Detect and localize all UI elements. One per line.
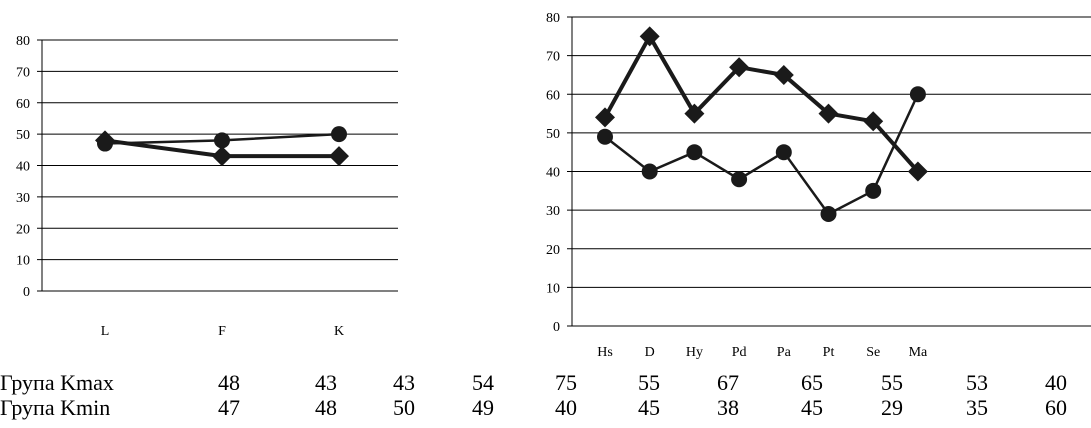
- x-category-label: Se: [866, 345, 880, 360]
- x-category-label: L: [101, 324, 110, 339]
- data-point-kmax: [595, 107, 615, 128]
- x-category-label: Hs: [597, 345, 613, 360]
- data-point-kmax: [729, 57, 750, 78]
- data-table: Група Kmax Група Kmin 48 43 43 54 75 55 67 65 55…: [0, 370, 1067, 420]
- y-tick-label: 70: [546, 50, 560, 65]
- table-cell: 35: [966, 395, 988, 420]
- y-tick-label: 50: [16, 128, 30, 143]
- table-cell: 54: [472, 370, 494, 395]
- data-point-kmax: [329, 146, 349, 167]
- x-category-label: Ma: [909, 345, 928, 360]
- data-point-kmin: [641, 163, 658, 180]
- table-cell: 55: [638, 370, 660, 395]
- series-line-kmin: [604, 93, 920, 216]
- y-tick-label: 80: [16, 34, 30, 49]
- data-point-kmin: [909, 86, 926, 103]
- table-cell: 48: [218, 370, 240, 395]
- table-cell: 60: [1045, 395, 1067, 420]
- table-row-label: Група Kmin: [0, 395, 110, 420]
- data-point-kmin: [775, 144, 792, 161]
- data-point-kmax: [773, 64, 794, 85]
- table-cell: 29: [881, 395, 903, 420]
- y-tick-label: 60: [16, 97, 30, 112]
- x-category-label: Pd: [732, 345, 747, 360]
- y-tick-label: 0: [553, 320, 560, 335]
- y-tick-label: 0: [23, 285, 30, 300]
- table-cell: 48: [315, 395, 337, 420]
- y-tick-label: 80: [546, 11, 560, 26]
- series-line-kmax: [603, 34, 920, 173]
- y-tick-label: 30: [546, 204, 560, 219]
- y-tick-label: 30: [16, 191, 30, 206]
- y-tick-label: 40: [546, 166, 560, 181]
- y-tick-label: 60: [546, 88, 560, 103]
- left-chart: 0 10 20 30 40 50 60 70 80 L F K: [16, 34, 398, 339]
- data-point-kmin: [331, 126, 347, 143]
- table-cell: 38: [717, 395, 739, 420]
- data-point-kmin: [865, 182, 882, 199]
- data-point-kmax: [907, 161, 928, 182]
- x-category-label: Hy: [686, 345, 703, 360]
- x-category-label: K: [334, 324, 344, 339]
- table-cell: 47: [218, 395, 240, 420]
- table-row-label: Група Kmax: [0, 370, 114, 395]
- data-point-kmax: [863, 111, 884, 132]
- table-cell: 65: [801, 370, 823, 395]
- table-cell: 45: [801, 395, 823, 420]
- data-point-kmin: [214, 132, 230, 149]
- data-point-kmin: [97, 135, 113, 152]
- x-category-label: F: [218, 324, 226, 339]
- table-cell: 75: [555, 370, 577, 395]
- data-point-kmax: [818, 103, 839, 124]
- data-point-kmax: [212, 146, 232, 167]
- data-point-kmin: [731, 171, 748, 188]
- y-tick-label: 70: [16, 65, 30, 80]
- y-tick-label: 40: [16, 160, 30, 175]
- data-point-kmin: [820, 205, 837, 222]
- table-cell: 40: [1045, 370, 1067, 395]
- table-cell: 67: [717, 370, 739, 395]
- right-chart: 0 10 20 30 40 50 60 70 80 Hs D Hy Pd Pa Pt Se Ma: [546, 11, 1091, 360]
- table-cell: 49: [472, 395, 494, 420]
- table-cell: 55: [881, 370, 903, 395]
- x-category-label: Pa: [777, 345, 792, 360]
- data-point-kmin: [597, 128, 613, 145]
- x-category-label: Pt: [823, 345, 835, 360]
- table-cell: 40: [555, 395, 577, 420]
- y-tick-label: 50: [546, 127, 560, 142]
- data-point-kmin: [686, 144, 703, 161]
- data-point-kmax: [639, 26, 660, 47]
- table-cell: 45: [638, 395, 660, 420]
- y-tick-label: 10: [546, 281, 560, 296]
- table-cell: 43: [393, 370, 415, 395]
- y-tick-label: 20: [546, 243, 560, 258]
- y-tick-label: 20: [16, 222, 30, 237]
- table-cell: 53: [966, 370, 988, 395]
- y-tick-label: 10: [16, 254, 30, 269]
- table-cell: 50: [393, 395, 415, 420]
- data-point-kmax: [684, 103, 705, 124]
- x-category-label: D: [645, 345, 655, 360]
- table-cell: 43: [315, 370, 337, 395]
